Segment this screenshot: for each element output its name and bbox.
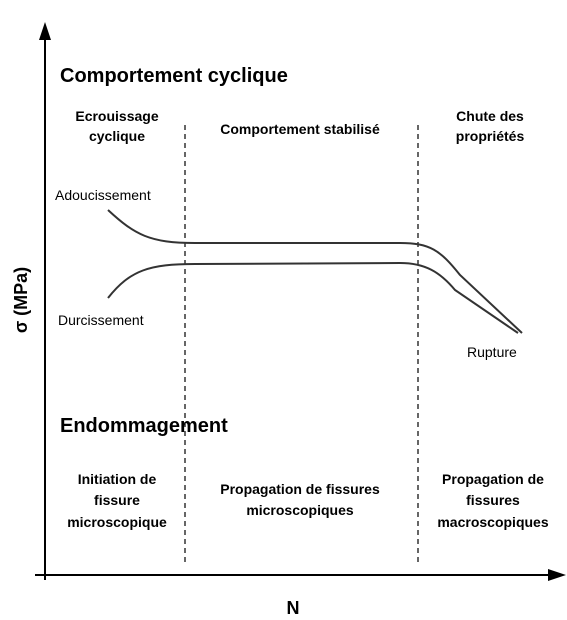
stage-label: Initiation de [78,471,157,487]
curve-label: Rupture [467,344,517,360]
phase-label: Ecrouissage [75,108,158,124]
y-axis-label: σ (MPa) [11,267,31,333]
phase-label: cyclique [89,128,145,144]
phase-label: propriétés [456,128,525,144]
softening-curve [107,209,523,334]
x-arrow [548,569,566,581]
stage-label: macroscopiques [437,514,548,530]
curve-label: Adoucissement [55,187,151,203]
stage-label: fissures [466,492,520,508]
section-title: Comportement cyclique [60,65,288,87]
y-arrow [39,22,51,40]
stage-label: microscopique [67,514,167,530]
stage-label: Propagation de [442,471,544,487]
phase-label: Chute des [456,108,524,124]
x-axis-label: N [287,598,300,618]
stage-label: fissure [94,492,140,508]
section-title: Endommagement [60,415,228,437]
curve-label: Durcissement [58,312,144,328]
stage-label: microscopiques [246,502,354,518]
hardening-curve [107,261,519,334]
stage-label: Propagation de fissures [220,481,380,497]
phase-label: Comportement stabilisé [220,121,380,137]
